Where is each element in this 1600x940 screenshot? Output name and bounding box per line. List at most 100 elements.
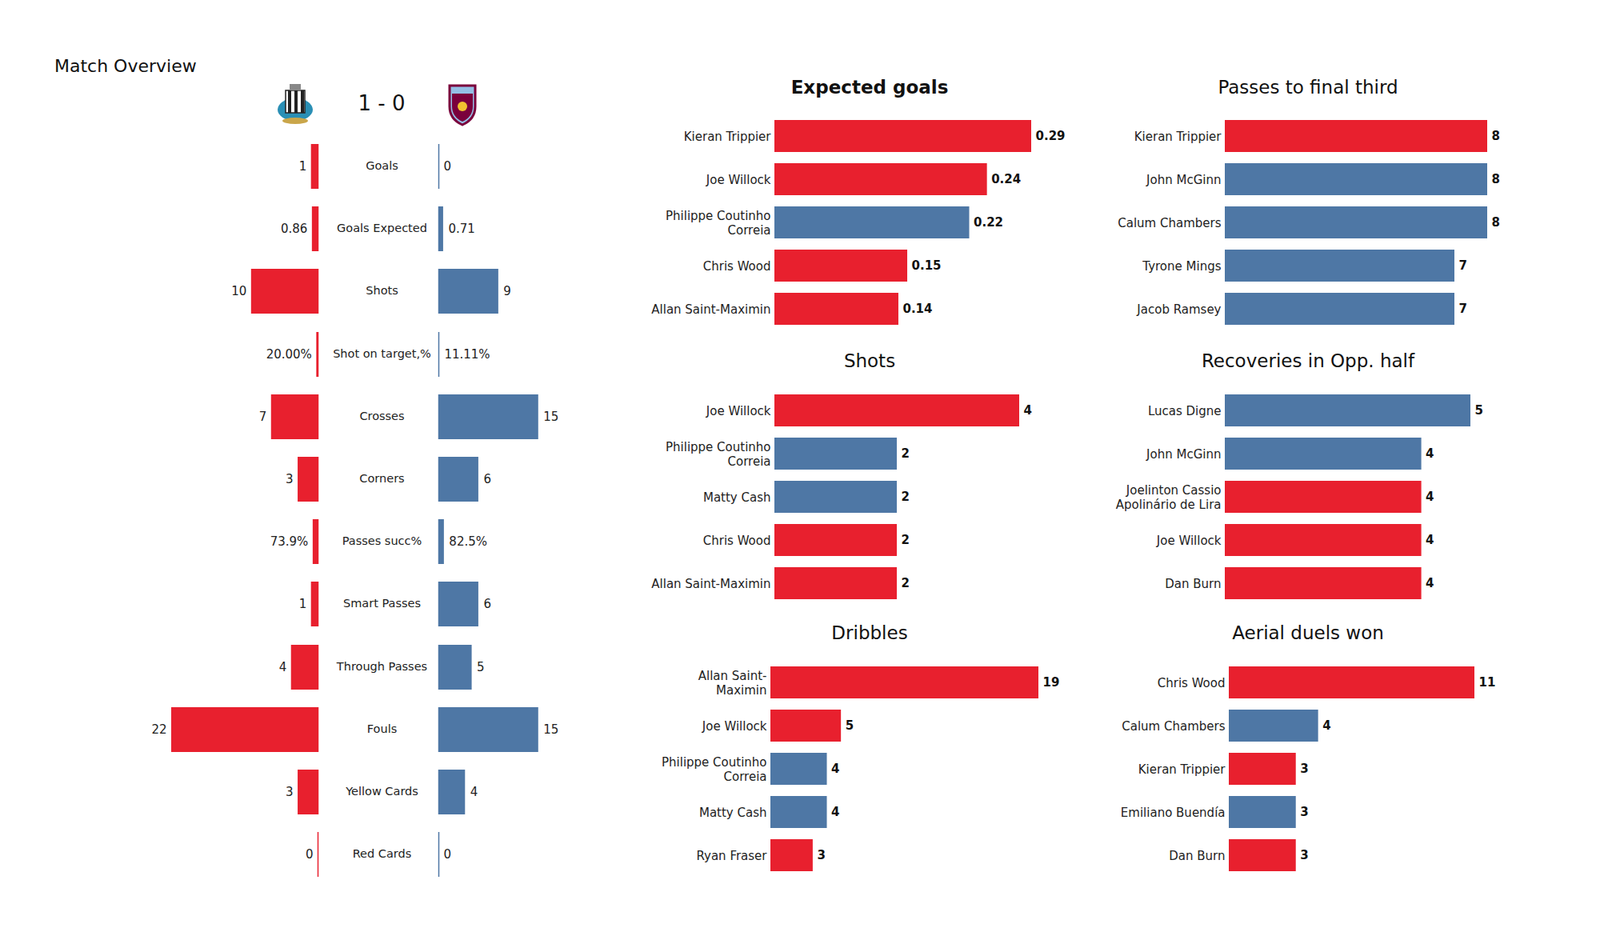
svg-text:Joe Willock: Joe Willock [705, 404, 772, 419]
svg-text:5: 5 [476, 660, 485, 675]
svg-text:4: 4 [1425, 446, 1434, 461]
svg-text:Chris Wood: Chris Wood [703, 259, 772, 274]
svg-text:4: 4 [1322, 718, 1331, 733]
svg-text:4: 4 [470, 784, 479, 800]
html-text:Aerial duels won: Aerial duels won [1232, 622, 1384, 644]
svg-text:0: 0 [444, 159, 452, 174]
svg-text:Joelinton CassioApolinário de: Joelinton CassioApolinário de Lira [1116, 483, 1222, 512]
svg-text:0.14: 0.14 [902, 301, 932, 316]
svg-text:5: 5 [845, 718, 854, 733]
svg-text:3: 3 [285, 784, 294, 800]
svg-text:7: 7 [1459, 301, 1468, 316]
svg-text:8: 8 [1492, 128, 1500, 144]
html-text:Shot on target,%: Shot on target,% [332, 346, 432, 360]
svg-text:Dan Burn: Dan Burn [1164, 576, 1221, 592]
svg-text:6: 6 [483, 472, 492, 487]
html-text:1 - 0: 1 - 0 [358, 91, 406, 116]
svg-text:Kieran Trippier: Kieran Trippier [1134, 129, 1223, 144]
svg-text:8: 8 [1492, 172, 1500, 187]
svg-text:Kieran Trippier: Kieran Trippier [684, 129, 772, 144]
svg-text:Allan Saint-Maximin: Allan Saint-Maximin [651, 576, 771, 592]
svg-text:0: 0 [444, 847, 452, 862]
svg-text:Philippe CoutinhoCorreia: Philippe CoutinhoCorreia [665, 440, 772, 468]
html-text:Passes succ%: Passes succ% [342, 534, 422, 548]
svg-text:Calum Chambers: Calum Chambers [1117, 216, 1221, 231]
svg-text:0.24: 0.24 [991, 172, 1021, 187]
svg-text:Joe Willock: Joe Willock [701, 719, 768, 734]
svg-text:0.71: 0.71 [448, 221, 475, 236]
svg-text:3: 3 [1300, 848, 1308, 863]
svg-text:Chris Wood: Chris Wood [703, 533, 772, 548]
svg-text:John McGinn: John McGinn [1145, 172, 1221, 188]
html-text:Expected goals: Expected goals [790, 76, 949, 98]
html-text:Match Overview: Match Overview [54, 56, 197, 76]
svg-text:2: 2 [901, 576, 910, 591]
svg-text:22: 22 [151, 722, 167, 737]
svg-text:15: 15 [543, 722, 559, 737]
svg-text:15: 15 [543, 409, 559, 424]
svg-text:2: 2 [901, 489, 910, 504]
svg-text:10: 10 [231, 284, 247, 300]
svg-text:4: 4 [279, 660, 288, 675]
svg-text:73.9%: 73.9% [270, 534, 309, 549]
svg-text:82.5%: 82.5% [448, 534, 488, 549]
svg-text:Tyrone Mings: Tyrone Mings [1141, 259, 1221, 274]
svg-text:Philippe CoutinhoCorreia: Philippe CoutinhoCorreia [665, 208, 772, 237]
svg-text:8: 8 [1492, 215, 1500, 230]
svg-text:Jacob Ramsey: Jacob Ramsey [1136, 302, 1221, 317]
svg-text:Joe Willock: Joe Willock [705, 172, 772, 188]
svg-text:9: 9 [503, 284, 512, 300]
svg-text:6: 6 [483, 597, 492, 612]
svg-text:4: 4 [1024, 403, 1032, 418]
svg-text:0.22: 0.22 [973, 215, 1004, 230]
html-text:Fouls: Fouls [367, 722, 397, 736]
html-text:Shots: Shots [843, 350, 896, 372]
svg-text:Joe Willock: Joe Willock [1156, 533, 1222, 548]
svg-text:11: 11 [1479, 675, 1496, 690]
html-text:Goals Expected: Goals Expected [336, 221, 428, 235]
svg-text:0.15: 0.15 [912, 258, 942, 273]
svg-text:7: 7 [259, 409, 268, 424]
svg-text:20.00%: 20.00% [266, 347, 312, 362]
html-text:Through Passes: Through Passes [336, 659, 428, 673]
svg-text:4: 4 [831, 761, 840, 776]
svg-text:Allan Saint-Maximin: Allan Saint-Maximin [651, 302, 771, 317]
svg-text:2: 2 [901, 532, 910, 548]
svg-text:Chris Wood: Chris Wood [1157, 676, 1226, 691]
svg-text:Dan Burn: Dan Burn [1168, 848, 1225, 864]
svg-text:Ryan Fraser: Ryan Fraser [696, 848, 768, 864]
svg-text:Philippe CoutinhoCorreia: Philippe CoutinhoCorreia [661, 755, 768, 784]
svg-text:2: 2 [901, 446, 910, 461]
svg-text:5: 5 [1475, 403, 1484, 418]
svg-text:John McGinn: John McGinn [1145, 447, 1221, 462]
svg-text:1: 1 [299, 597, 308, 612]
svg-text:Kieran Trippier: Kieran Trippier [1138, 762, 1227, 777]
svg-text:3: 3 [1300, 804, 1308, 820]
svg-text:0.86: 0.86 [280, 221, 308, 236]
svg-text:0: 0 [305, 847, 314, 862]
html-text:Crosses: Crosses [359, 409, 405, 423]
svg-text:3: 3 [285, 472, 294, 487]
html-text:Yellow Cards: Yellow Cards [345, 784, 419, 798]
html-text:Shots: Shots [365, 284, 399, 298]
svg-text:Matty Cash: Matty Cash [703, 490, 772, 505]
svg-text:Allan Saint-Maximin: Allan Saint-Maximin [698, 668, 768, 697]
svg-text:19: 19 [1043, 675, 1060, 690]
svg-text:Calum Chambers: Calum Chambers [1121, 719, 1225, 734]
svg-text:Matty Cash: Matty Cash [699, 805, 768, 820]
svg-text:Lucas Digne: Lucas Digne [1148, 404, 1222, 419]
svg-text:Emiliano Buendía: Emiliano Buendía [1120, 805, 1226, 820]
svg-text:4: 4 [1425, 576, 1434, 591]
svg-text:4: 4 [831, 804, 840, 820]
svg-text:4: 4 [1425, 532, 1434, 548]
svg-text:0.29: 0.29 [1036, 128, 1066, 144]
html-text:Recoveries in Opp. half: Recoveries in Opp. half [1201, 350, 1415, 372]
svg-text:3: 3 [816, 848, 825, 863]
html-text:Dribbles: Dribbles [831, 622, 908, 644]
svg-text:4: 4 [1425, 489, 1434, 504]
html-text:Passes to final third: Passes to final third [1217, 76, 1399, 98]
svg-text:11.11%: 11.11% [444, 347, 490, 362]
svg-text:3: 3 [1300, 761, 1308, 776]
svg-text:1: 1 [299, 159, 308, 174]
svg-text:7: 7 [1459, 258, 1468, 273]
